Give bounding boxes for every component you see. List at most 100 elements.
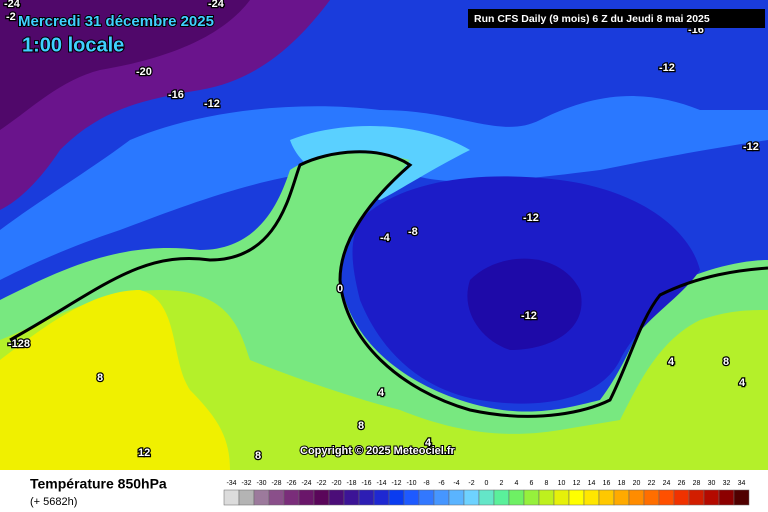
legend-label: -2 [468,480,474,487]
legend-label: -4 [453,480,459,487]
legend-label: -10 [406,480,416,487]
legend-label: 16 [603,480,611,487]
legend-swatch [568,489,585,506]
legend-swatch [733,489,750,506]
run-info: Run CFS Daily (9 mois) 6 Z du Jeudi 8 ma… [474,13,710,25]
legend-label: 20 [633,480,641,487]
legend-swatch [508,489,525,506]
contour-label: 8 [358,420,364,432]
legend-swatch [628,489,645,506]
legend-swatch [268,489,285,506]
legend-label: 10 [558,480,566,487]
legend-swatch [598,489,615,506]
legend-label: 18 [618,480,626,487]
contour-label: -128 [8,338,30,350]
valid-time: 1:00 locale [22,34,124,56]
footer-subtitle: (+ 5682h) [30,496,77,508]
legend-swatch [583,489,600,506]
contour-label: 8 [255,450,261,462]
legend-swatch [238,489,255,506]
legend-label: 30 [708,480,716,487]
legend-swatch [463,489,480,506]
legend-label: 4 [515,480,519,487]
legend-label: 0 [485,480,489,487]
legend-swatch [433,489,450,506]
contour-label: 0 [337,283,343,295]
contour-label: 4 [378,387,385,399]
legend-label: -12 [391,480,401,487]
legend-swatch [403,489,420,506]
cool-band [0,96,768,280]
contour-label: -12 [204,98,220,110]
legend-swatch [253,489,270,506]
legend-label: -28 [271,480,281,487]
legend-label: 34 [738,480,746,487]
legend-swatch [343,489,360,506]
legend-label: 12 [573,480,581,487]
legend-label: 8 [545,480,549,487]
legend-swatch [223,489,240,506]
contour-label: 8 [97,372,103,384]
legend-swatch [298,489,315,506]
run-box [468,9,765,28]
legend-swatch [388,489,405,506]
legend-label: 6 [530,480,534,487]
legend-label: -16 [361,480,371,487]
legend-swatch [313,489,330,506]
footer-title: Température 850hPa [30,476,167,492]
contour-label: 4 [425,437,432,449]
copyright: Copyright © 2025 Meteociel.fr [300,445,456,457]
coldest-region [0,0,250,130]
legend-label: 2 [500,480,504,487]
legend-label: -14 [376,480,386,487]
contour-label: -12 [659,62,675,74]
map-field [0,0,768,470]
legend-label: -30 [256,480,266,487]
legend-label: -26 [286,480,296,487]
valid-date: Mercredi 31 décembre 2025 [18,13,214,30]
contour-label: -24 [4,0,21,10]
legend-swatch [283,489,300,506]
legend-label: -22 [316,480,326,487]
contour-label: -2 [6,11,16,23]
warmest-region [0,290,230,470]
legend-swatch [703,489,720,506]
legend-label: 14 [588,480,596,487]
legend-label: -8 [423,480,429,487]
contour-label: 12 [138,447,150,459]
contour-label: -12 [521,310,537,322]
legend-label: 22 [648,480,656,487]
legend-swatch [658,489,675,506]
contour-label: -4 [380,232,391,244]
legend-swatch [688,489,705,506]
legend-label: -34 [226,480,236,487]
zero-isotherm [9,150,768,418]
legend-swatch [718,489,735,506]
legend-swatch [448,489,465,506]
legend-swatch [553,489,570,506]
contour-label: 4 [739,377,746,389]
legend-swatch [328,489,345,506]
legend-swatch [478,489,495,506]
cold-core [467,258,582,350]
contour-label: -16 [168,89,184,101]
legend-swatch [523,489,540,506]
legend-label: 28 [693,480,701,487]
legend-label: 32 [723,480,731,487]
legend-swatch [418,489,435,506]
contour-label: 4 [668,356,675,368]
contour-label: 8 [723,356,729,368]
contour-label: -24 [208,0,225,10]
legend-label: 26 [678,480,686,487]
contour-label: -8 [408,226,418,238]
legend-swatch [643,489,660,506]
contour-label: -12 [743,141,759,153]
contour-labels: -24-2-24-16-20-16-12-12-12-12-4 -80-12-12… [3,0,760,463]
legend-swatch [613,489,630,506]
legend-label: -20 [331,480,341,487]
legend-label: -6 [438,480,444,487]
legend-swatch [358,489,375,506]
color-legend: -34 -32 -30 -28 -26 -24 -22 -20 -18 -16 -14 -12 -10-… [223,480,750,506]
